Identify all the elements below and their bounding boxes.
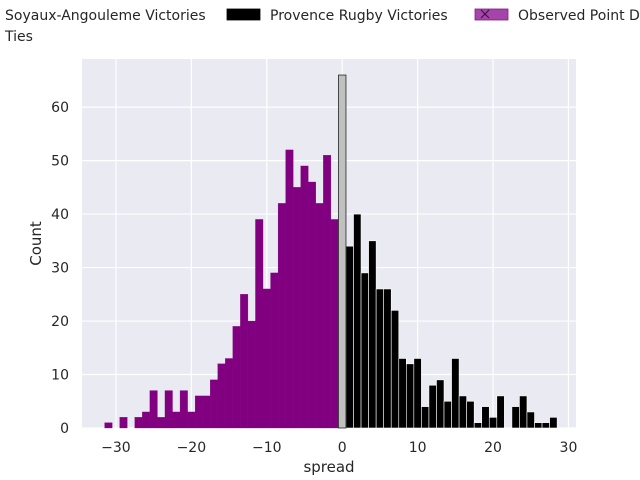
bar-soyaux-angouleme-victories (157, 417, 166, 429)
legend-label: Provence Rugby Victories (270, 8, 448, 24)
bar-provence-rugby-victories (519, 395, 528, 429)
bar-soyaux-angouleme-victories (202, 395, 211, 429)
legend-item: Soyaux-Angouleme Victories (5, 8, 206, 24)
bar-soyaux-angouleme-victories (240, 294, 249, 429)
bar-provence-rugby-victories (443, 400, 452, 429)
bar-soyaux-angouleme-victories (194, 395, 203, 429)
legend-label: Soyaux-Angouleme Victories (5, 8, 206, 24)
y-tick-label: 0 (60, 421, 69, 437)
bar-soyaux-angouleme-victories (262, 288, 271, 429)
bar-provence-rugby-victories (436, 379, 445, 429)
legend-label: Observed Point D (518, 8, 640, 24)
y-tick-label: 20 (51, 314, 69, 330)
legend-label: Ties (4, 29, 33, 45)
bar-provence-rugby-victories (383, 288, 392, 429)
legend-item: Provence Rugby Victories (226, 8, 448, 24)
bar-soyaux-angouleme-victories (172, 411, 181, 429)
bar-provence-rugby-victories (466, 400, 475, 429)
y-tick-label: 40 (51, 207, 69, 223)
bar-soyaux-angouleme-victories (134, 417, 143, 429)
y-tick-label: 30 (51, 261, 69, 277)
bar-soyaux-angouleme-victories (315, 203, 324, 429)
bar-soyaux-angouleme-victories (308, 181, 316, 429)
bar-soyaux-angouleme-victories (142, 411, 151, 429)
bar-provence-rugby-victories (406, 363, 415, 429)
bar-provence-rugby-victories (353, 213, 362, 429)
y-axis-ticks: 0 10 20 30 40 50 60 (51, 100, 69, 437)
bar-soyaux-angouleme-victories (270, 272, 279, 429)
x-tick-label: −10 (252, 440, 282, 456)
bar-provence-rugby-victories (549, 417, 558, 429)
bar-soyaux-angouleme-victories (285, 149, 294, 429)
x-tick-label: −20 (177, 440, 207, 456)
bar-soyaux-angouleme-victories (119, 417, 128, 429)
bar-provence-rugby-victories (511, 406, 520, 429)
bar-soyaux-angouleme-victories (323, 155, 332, 429)
bar-provence-rugby-victories (390, 310, 400, 429)
bar-provence-rugby-victories (398, 358, 407, 429)
x-tick-label: 10 (409, 440, 427, 456)
bar-soyaux-angouleme-victories (187, 411, 196, 429)
bar-provence-rugby-victories (428, 384, 437, 429)
bar-provence-rugby-victories (481, 406, 490, 429)
bar-provence-rugby-victories (360, 272, 369, 429)
legend-hatch (480, 9, 490, 19)
y-tick-label: 60 (51, 100, 69, 116)
bar-provence-rugby-victories (488, 417, 498, 429)
bar-provence-rugby-victories (526, 411, 535, 429)
bar-soyaux-angouleme-victories (330, 219, 339, 429)
bar-soyaux-angouleme-victories (277, 203, 286, 429)
bar-soyaux-angouleme-victories (232, 326, 241, 429)
bar-provence-rugby-victories (541, 422, 550, 429)
bar-ties (338, 74, 347, 429)
bar-soyaux-angouleme-victories (164, 390, 173, 429)
legend-item: Observed Point D (474, 8, 640, 24)
legend-swatch (474, 8, 509, 21)
bar-soyaux-angouleme-victories (255, 219, 264, 429)
bar-provence-rugby-victories (375, 288, 384, 429)
bar-provence-rugby-victories (368, 240, 377, 429)
x-axis-label: spread (303, 458, 354, 476)
bar-provence-rugby-victories (496, 395, 505, 429)
x-tick-label: 0 (338, 440, 347, 456)
x-axis-ticks: −30 −20 −10 0 10 20 30 (101, 440, 577, 456)
bar-soyaux-angouleme-victories (104, 422, 113, 429)
bar-soyaux-angouleme-victories (179, 390, 188, 429)
y-tick-label: 50 (51, 154, 69, 170)
legend-item: Ties (4, 29, 33, 45)
bar-soyaux-angouleme-victories (149, 390, 158, 429)
y-axis-label: Count (27, 221, 45, 266)
bar-provence-rugby-victories (345, 245, 354, 429)
bar-soyaux-angouleme-victories (210, 379, 218, 429)
bar-provence-rugby-victories (413, 358, 422, 429)
x-tick-label: 20 (484, 440, 502, 456)
bar-soyaux-angouleme-victories (225, 358, 233, 429)
x-tick-label: 30 (560, 440, 578, 456)
bar-provence-rugby-victories (534, 422, 543, 429)
bar-soyaux-angouleme-victories (217, 363, 226, 429)
bar-soyaux-angouleme-victories (300, 165, 309, 429)
legend-swatch (226, 8, 261, 21)
bar-provence-rugby-victories (473, 422, 483, 429)
histogram-bars (104, 74, 558, 429)
x-tick-label: −30 (101, 440, 131, 456)
bar-provence-rugby-victories (421, 406, 430, 429)
y-tick-label: 10 (51, 368, 69, 384)
bar-soyaux-angouleme-victories (247, 320, 256, 429)
legend: Soyaux-Angouleme Victories Provence Rugby… (4, 8, 640, 45)
bar-provence-rugby-victories (451, 358, 460, 429)
bar-provence-rugby-victories (458, 395, 467, 429)
bar-soyaux-angouleme-victories (293, 187, 301, 429)
